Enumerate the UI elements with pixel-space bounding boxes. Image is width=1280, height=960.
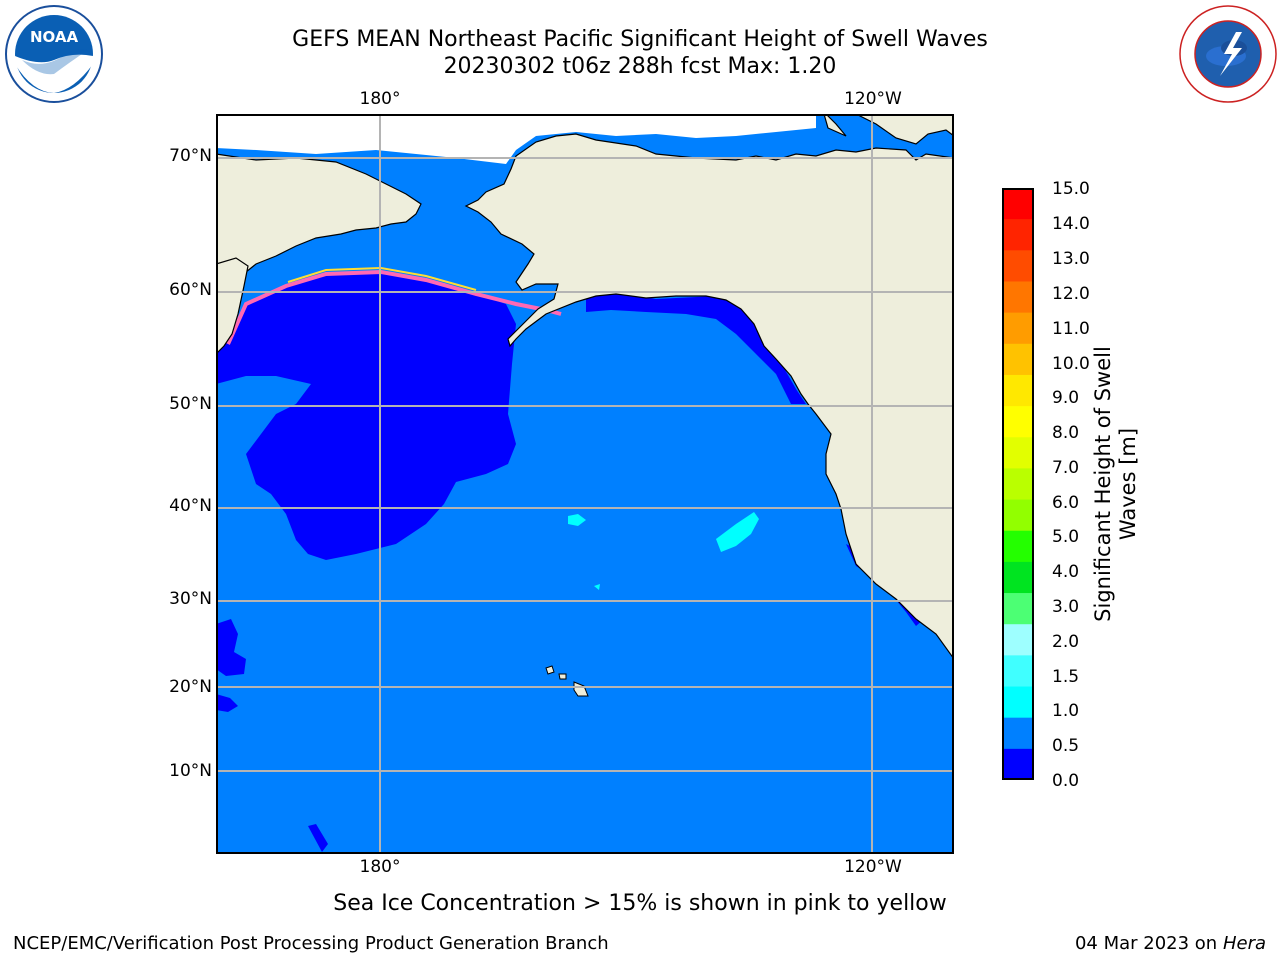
arctic-water xyxy=(216,114,816,164)
cb-tick-13: 13.0 xyxy=(1052,249,1090,269)
colorbar-segment xyxy=(1002,561,1034,594)
cb-tick-11: 11.0 xyxy=(1052,319,1090,339)
sea-ice-band xyxy=(226,269,562,345)
cb-tick-1: 1.0 xyxy=(1052,701,1080,721)
colorbar-segment xyxy=(1002,593,1034,625)
colorbar-segment xyxy=(1002,499,1034,532)
colorbar-segment xyxy=(1002,748,1034,781)
colorbar-segment xyxy=(1002,188,1034,220)
gridlines xyxy=(216,114,954,854)
map-panel xyxy=(215,113,955,854)
lat-label-60n: 60°N xyxy=(169,280,212,300)
low-swell-region xyxy=(216,272,516,560)
cb-tick-12: 12.0 xyxy=(1052,284,1090,304)
colorbar-segment xyxy=(1002,717,1034,750)
cb-tick-0: 0.0 xyxy=(1052,771,1080,791)
cb-tick-2: 2.0 xyxy=(1052,632,1080,652)
footer-machine: Hera xyxy=(1222,933,1266,954)
low-swell-patch-south xyxy=(308,824,328,852)
low-swell-patch-west2 xyxy=(216,694,238,712)
map-svg xyxy=(215,113,955,854)
cb-tick-1-5: 1.5 xyxy=(1052,667,1080,687)
cb-tick-7: 7.0 xyxy=(1052,458,1080,478)
colorbar-segment xyxy=(1002,655,1034,688)
colorbar-frame xyxy=(1002,188,1034,780)
footer-credit: NCEP/EMC/Verification Post Processing Pr… xyxy=(13,933,609,954)
colorbar-segment xyxy=(1002,686,1034,719)
nws-logo xyxy=(1176,4,1280,104)
land-kamchatka xyxy=(215,257,249,356)
colorbar-title-line1: Significant Height of Swell xyxy=(1091,346,1115,622)
cyan-patch-2 xyxy=(568,514,586,526)
colorbar-title-line2: Waves [m] xyxy=(1116,427,1140,541)
land-hawaii xyxy=(545,665,589,697)
cb-tick-5: 5.0 xyxy=(1052,527,1080,547)
colorbar-segment xyxy=(1002,406,1034,438)
cb-tick-9: 9.0 xyxy=(1052,388,1080,408)
cb-tick-0-5: 0.5 xyxy=(1052,736,1080,756)
cyan-patch-3 xyxy=(594,584,600,590)
cb-tick-14: 14.0 xyxy=(1052,214,1090,234)
lat-label-40n: 40°N xyxy=(169,496,212,516)
colorbar-segment xyxy=(1002,530,1034,563)
lat-label-70n: 70°N xyxy=(169,146,212,166)
colorbar-segment xyxy=(1002,281,1034,314)
cb-tick-15: 15.0 xyxy=(1052,179,1090,199)
lat-label-10n: 10°N xyxy=(169,761,212,781)
map-subtitle: 20230302 t06z 288h fcst Max: 1.20 xyxy=(443,54,837,79)
cb-tick-3: 3.0 xyxy=(1052,597,1080,617)
lat-label-30n: 30°N xyxy=(169,589,212,609)
colorbar-segment xyxy=(1002,312,1034,345)
cb-tick-8: 8.0 xyxy=(1052,423,1080,443)
colorbar xyxy=(1002,188,1034,781)
colorbar-segment xyxy=(1002,374,1034,407)
lon-label-top-180: 180° xyxy=(359,89,401,109)
low-swell-patch-west xyxy=(216,619,246,676)
colorbar-segment xyxy=(1002,468,1034,501)
colorbar-segment xyxy=(1002,343,1034,376)
cyan-patch-1 xyxy=(716,512,759,552)
noaa-logo-text: NOAA xyxy=(30,28,79,46)
lon-label-bottom-120w: 120°W xyxy=(844,857,902,877)
map-frame xyxy=(216,114,954,854)
footer-date-text: 04 Mar 2023 on xyxy=(1074,933,1218,954)
colorbar-segment xyxy=(1002,437,1034,470)
colorbar-svg xyxy=(1002,188,1034,781)
sea-ice-note: Sea Ice Concentration > 15% is shown in … xyxy=(333,891,947,916)
lat-label-20n: 20°N xyxy=(169,677,212,697)
noaa-logo: NOAA xyxy=(4,4,104,104)
cb-tick-4: 4.0 xyxy=(1052,562,1080,582)
colorbar-segment xyxy=(1002,250,1034,283)
cb-tick-10: 10.0 xyxy=(1052,354,1090,374)
colorbar-segment xyxy=(1002,624,1034,656)
footer-date: 04 Mar 2023 on Hera xyxy=(1075,933,1266,954)
lat-label-50n: 50°N xyxy=(169,394,212,414)
lon-label-bottom-180: 180° xyxy=(359,857,401,877)
land-arctic-islands xyxy=(823,113,955,145)
land-alaska-canada xyxy=(464,133,955,661)
colorbar-segment xyxy=(1002,219,1034,251)
map-title: GEFS MEAN Northeast Pacific Significant … xyxy=(292,27,988,52)
lon-label-top-120w: 120°W xyxy=(844,89,902,109)
cb-tick-6: 6.0 xyxy=(1052,493,1080,513)
